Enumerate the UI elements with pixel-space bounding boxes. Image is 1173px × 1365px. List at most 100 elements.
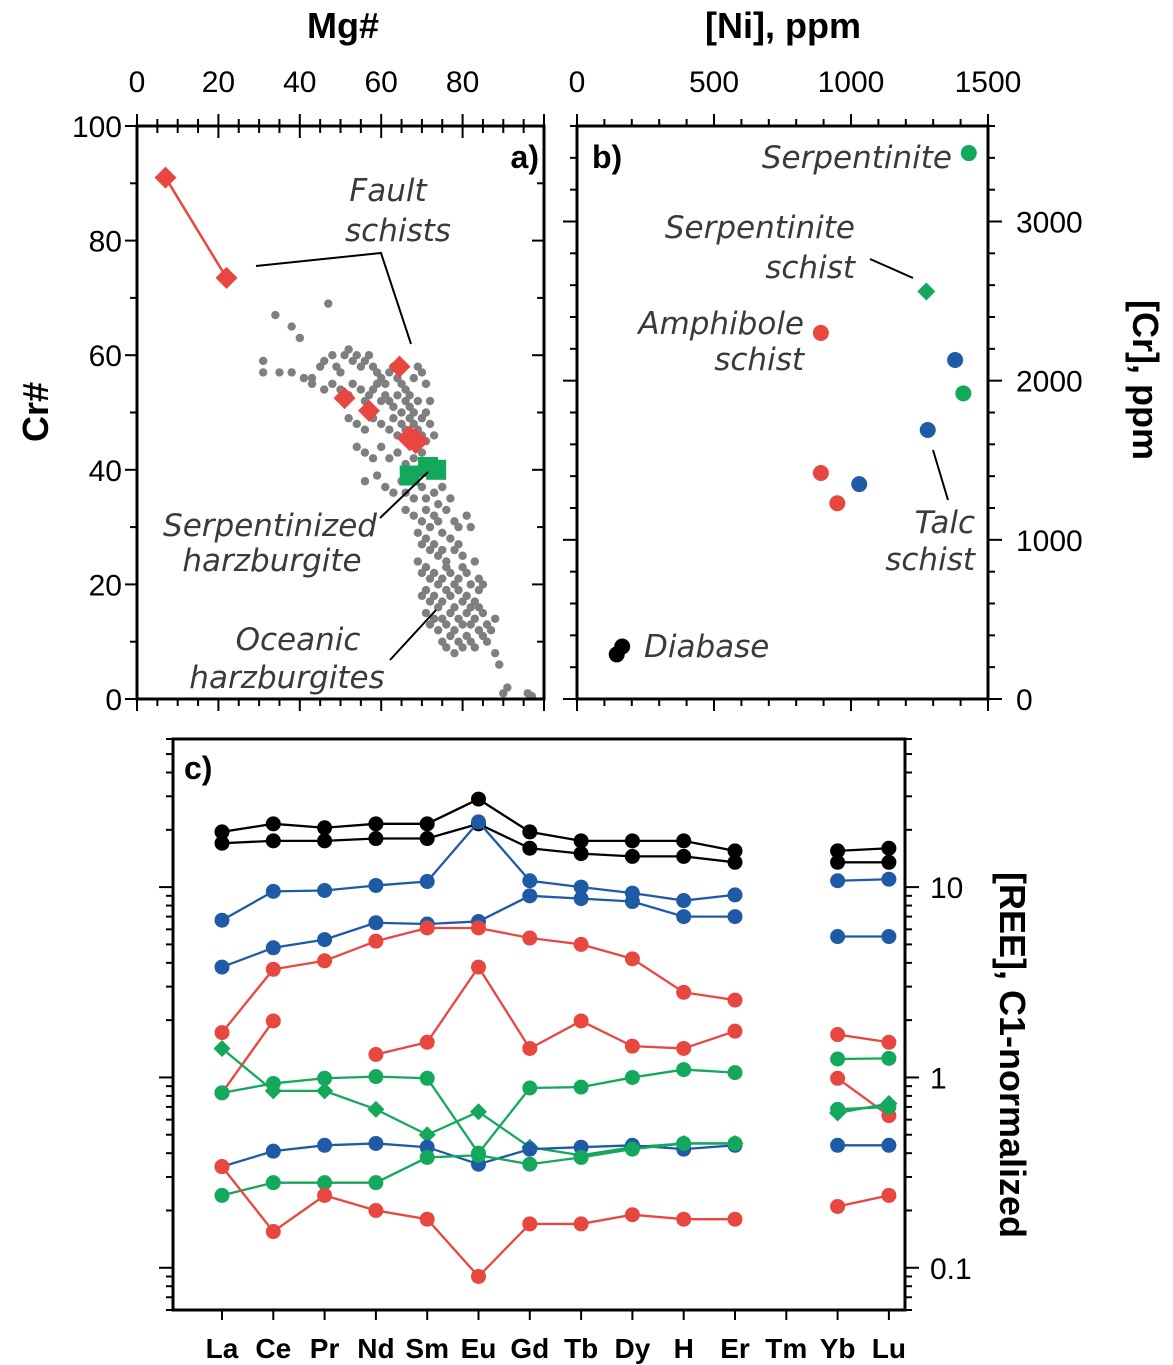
ree-point: [624, 1038, 640, 1054]
ree-point: [830, 1070, 846, 1086]
annotation-serpentinite-schist-1: Serpentinite: [665, 210, 855, 246]
ree-point: [522, 888, 538, 904]
oceanic-harzburgite-point: [429, 488, 439, 497]
leader-serpentinite-schist: [869, 258, 914, 279]
panel-c-x-tick-label: Gd: [510, 1333, 549, 1364]
leader-serpentinized: [379, 471, 429, 519]
oceanic-harzburgite-point: [462, 568, 471, 578]
ree-point: [830, 843, 846, 859]
oceanic-harzburgite-point: [320, 356, 329, 366]
ree-point: [522, 1156, 538, 1172]
ree-point: [881, 929, 897, 945]
panel-c-x-tick-label: Tm: [765, 1333, 807, 1364]
oceanic-harzburgite-point: [429, 568, 439, 578]
ree-point: [727, 843, 743, 859]
oceanic-harzburgite-point: [328, 351, 337, 360]
annotation-talc: Talc: [915, 505, 975, 541]
ree-point: [830, 1027, 846, 1043]
ree-point: [522, 840, 538, 856]
oceanic-harzburgite-point: [474, 585, 484, 595]
annotation-oceanic: Oceanic: [236, 622, 361, 658]
ree-point: [676, 1040, 692, 1056]
oceanic-harzburgite-point: [352, 351, 361, 360]
panel-a-y-tick-label: 0: [105, 684, 122, 717]
ree-point: [830, 854, 846, 870]
oceanic-harzburgite-point: [258, 356, 268, 366]
ree-point: [265, 816, 281, 832]
ree-point: [317, 882, 333, 898]
ree-point: [830, 1051, 846, 1067]
panel-c-y-tick-label: 0.1: [930, 1253, 972, 1286]
panel-a-x-tick-label: 20: [202, 66, 235, 99]
ree-point: [368, 831, 384, 847]
annotation-diabase: Diabase: [644, 629, 769, 665]
ree-point: [676, 833, 692, 849]
oceanic-harzburgite-point: [421, 408, 431, 417]
oceanic-harzburgite-point: [446, 568, 455, 578]
panel-b-point: [812, 324, 829, 341]
oceanic-harzburgite-point: [438, 528, 447, 538]
oceanic-harzburgite-point: [454, 540, 463, 549]
ree-point: [573, 936, 589, 952]
serpentinized-harzburgite-point: [399, 465, 420, 486]
oceanic-harzburgite-point: [356, 385, 366, 394]
oceanic-harzburgite-point: [417, 482, 427, 492]
panel-a-x-tick-label: 60: [365, 66, 398, 99]
ree-point: [419, 1149, 435, 1165]
oceanic-harzburgite-point: [413, 528, 423, 538]
oceanic-harzburgite-point: [421, 379, 431, 389]
panel-a-x-tick-label: 80: [446, 66, 479, 99]
oceanic-harzburgite-point: [389, 414, 398, 423]
panel-c-axes: La Ce Pr Nd Sm Eu Gd Tb Dy H Er Tm Yb Lu 0.1 1 10: [159, 738, 972, 1364]
oceanic-harzburgite-point: [377, 419, 386, 429]
panel-b-x-tick-label: 0: [569, 66, 586, 99]
panel-a-label: a): [511, 139, 539, 175]
oceanic-harzburgite-point: [429, 431, 439, 440]
oceanic-harzburgite-point: [421, 608, 431, 618]
panel-c-x-tick-label: Ce: [255, 1333, 291, 1364]
ree-point: [881, 1187, 897, 1203]
ree-point: [676, 984, 692, 1000]
oceanic-harzburgite-point: [417, 448, 427, 457]
ree-point: [214, 1025, 230, 1041]
oceanic-harzburgite-point: [307, 379, 317, 389]
oceanic-harzburgite-point: [470, 614, 480, 623]
ree-point: [419, 1070, 435, 1086]
oceanic-harzburgite-point: [425, 396, 435, 406]
ree-point: [727, 854, 743, 870]
oceanic-harzburgite-point: [360, 425, 370, 434]
ree-point: [676, 909, 692, 925]
ree-point: [265, 940, 281, 956]
oceanic-harzburgite-point: [364, 351, 374, 360]
ree-point: [419, 831, 435, 847]
oceanic-harzburgite-point: [470, 557, 480, 566]
ree-point: [317, 1137, 333, 1153]
oceanic-harzburgite-point: [385, 425, 394, 434]
leader-oceanic: [389, 609, 437, 661]
oceanic-harzburgite-point: [421, 585, 431, 595]
oceanic-harzburgite-point: [490, 648, 500, 658]
oceanic-harzburgite-point: [446, 494, 455, 503]
panel-b-y-axis-title: [Cr], ppm: [1125, 300, 1166, 460]
oceanic-harzburgite-point: [446, 591, 455, 601]
ree-point: [317, 1175, 333, 1191]
oceanic-harzburgite-point: [421, 494, 431, 503]
ree-series-line: [837, 1033, 890, 1044]
panel-a-y-tick-label: 20: [89, 569, 122, 602]
oceanic-harzburgite-point: [409, 511, 418, 520]
panel-b-point: [917, 282, 936, 301]
ree-point: [573, 1079, 589, 1095]
oceanic-harzburgite-point: [360, 448, 370, 457]
oceanic-harzburgite-point: [417, 517, 427, 526]
ree-point: [624, 848, 640, 864]
ree-point: [471, 1268, 486, 1284]
ree-point: [676, 893, 692, 909]
ree-point: [522, 824, 538, 840]
oceanic-harzburgite-point: [287, 322, 296, 331]
panel-b-frame: [575, 124, 990, 701]
ree-point: [471, 791, 486, 807]
panel-b-x-axis-title: [Ni], ppm: [705, 5, 861, 46]
ree-point: [317, 833, 333, 849]
ree-series-line: [837, 1194, 890, 1208]
oceanic-harzburgite-point: [413, 396, 423, 406]
